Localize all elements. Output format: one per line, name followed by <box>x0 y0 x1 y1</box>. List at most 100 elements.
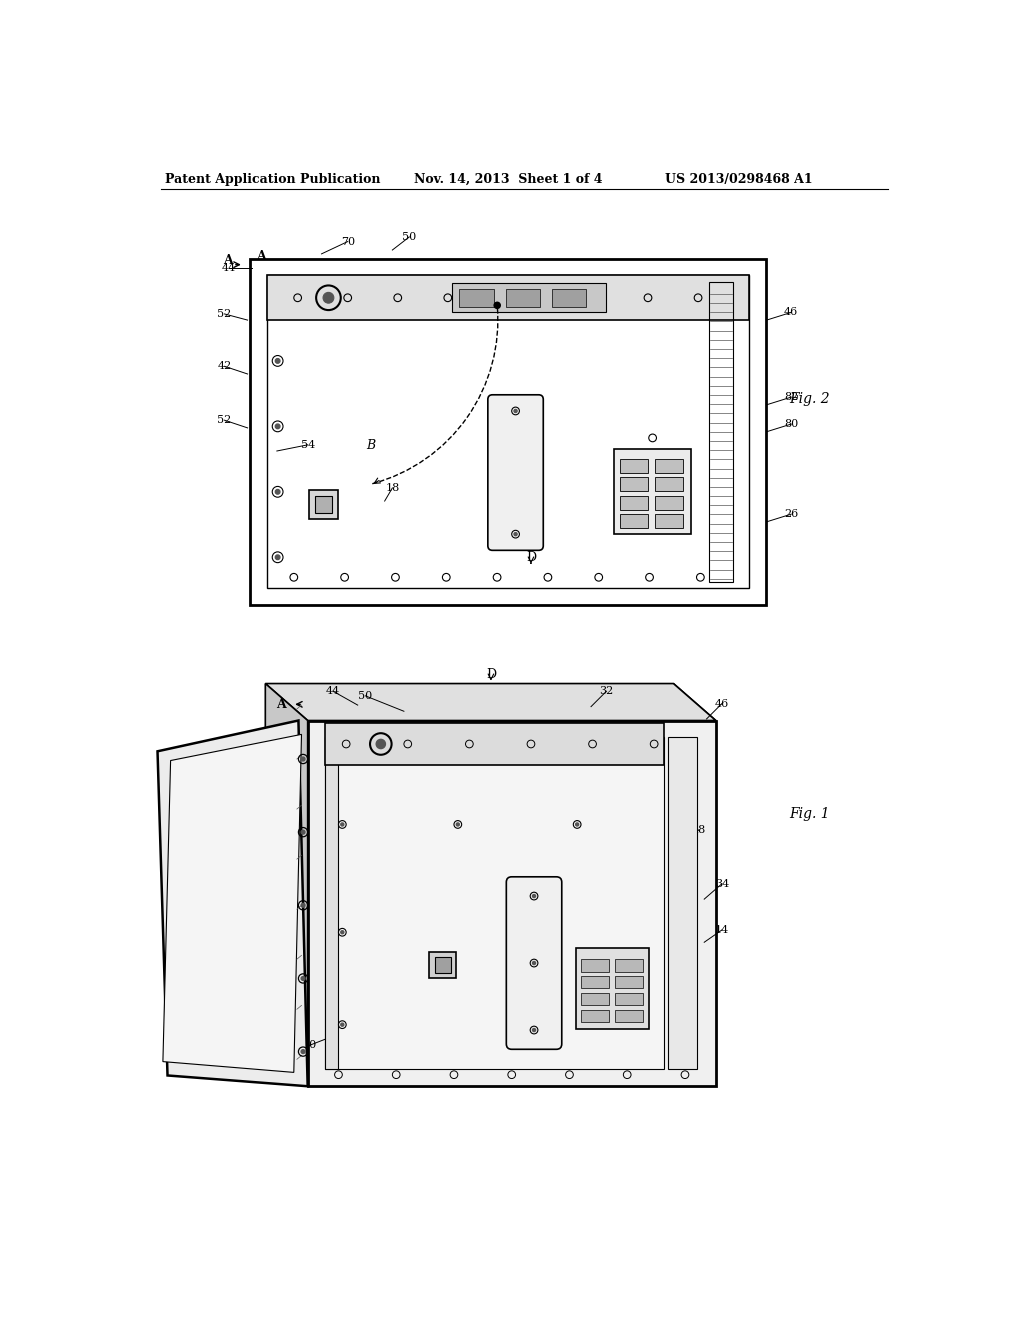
Circle shape <box>275 359 280 363</box>
Text: 52: 52 <box>217 416 231 425</box>
Circle shape <box>575 822 579 826</box>
Bar <box>614 977 643 989</box>
Bar <box>250 259 766 605</box>
Text: 18: 18 <box>385 483 399 492</box>
Text: 32: 32 <box>599 686 613 696</box>
Circle shape <box>275 554 280 560</box>
Text: 22: 22 <box>248 919 262 929</box>
Bar <box>621 478 648 491</box>
Text: Patent Application Publication: Patent Application Publication <box>165 173 381 186</box>
Circle shape <box>514 409 517 412</box>
FancyBboxPatch shape <box>506 876 562 1049</box>
Circle shape <box>275 424 280 429</box>
Circle shape <box>341 822 344 826</box>
Bar <box>614 960 643 972</box>
Bar <box>460 289 494 308</box>
Text: A: A <box>275 698 286 711</box>
Polygon shape <box>307 721 716 1086</box>
Text: 36: 36 <box>374 1051 388 1060</box>
Circle shape <box>301 1049 305 1053</box>
Bar <box>581 960 608 972</box>
Text: 46: 46 <box>715 698 729 709</box>
Text: 46: 46 <box>784 308 799 317</box>
Polygon shape <box>265 684 716 721</box>
Circle shape <box>323 293 334 304</box>
Text: 50: 50 <box>402 232 417 242</box>
Bar <box>621 495 648 510</box>
Bar <box>581 1010 608 1022</box>
Bar <box>709 281 733 582</box>
Text: 48: 48 <box>691 825 706 834</box>
Circle shape <box>532 895 536 898</box>
Bar <box>267 276 749 589</box>
Circle shape <box>341 1023 344 1026</box>
Bar <box>429 952 457 978</box>
Text: 42: 42 <box>241 985 255 995</box>
Text: 12: 12 <box>248 847 262 858</box>
Bar <box>325 723 665 766</box>
Bar <box>614 993 643 1006</box>
Bar <box>621 459 648 473</box>
Text: A: A <box>257 251 266 264</box>
Bar <box>309 490 339 519</box>
Polygon shape <box>158 721 307 1086</box>
Text: 28: 28 <box>407 1053 421 1063</box>
Text: 44: 44 <box>326 686 340 696</box>
Circle shape <box>275 490 280 494</box>
Circle shape <box>532 961 536 965</box>
Text: 18: 18 <box>492 883 506 894</box>
Bar <box>621 513 648 528</box>
Text: 34: 34 <box>715 879 729 888</box>
Circle shape <box>341 931 344 933</box>
Text: 38: 38 <box>243 942 257 953</box>
Text: 24: 24 <box>268 964 283 973</box>
Text: 80: 80 <box>784 418 799 429</box>
Polygon shape <box>163 734 301 1072</box>
Bar <box>581 977 608 989</box>
Bar <box>655 459 683 473</box>
Polygon shape <box>265 1049 716 1086</box>
Bar <box>614 449 691 535</box>
Circle shape <box>301 758 305 760</box>
Text: 26: 26 <box>784 510 799 519</box>
Text: B: B <box>367 440 376 453</box>
Bar <box>614 1010 643 1022</box>
Text: 10: 10 <box>222 824 237 833</box>
Text: Fig. 2: Fig. 2 <box>788 392 829 405</box>
Text: 52: 52 <box>217 309 231 319</box>
Text: 82: 82 <box>784 392 799 403</box>
Bar <box>506 289 541 308</box>
Bar <box>325 738 339 1069</box>
Circle shape <box>495 302 501 309</box>
Bar <box>668 738 697 1069</box>
Circle shape <box>301 830 305 834</box>
Text: 48: 48 <box>561 755 575 766</box>
Polygon shape <box>325 738 665 1069</box>
Bar <box>552 289 587 308</box>
Polygon shape <box>674 684 716 1086</box>
Circle shape <box>457 822 460 826</box>
Text: 48: 48 <box>445 760 460 770</box>
Text: 40: 40 <box>391 855 406 866</box>
Bar <box>655 478 683 491</box>
Text: 70: 70 <box>341 236 354 247</box>
Text: 54: 54 <box>300 440 314 450</box>
Bar <box>315 496 333 512</box>
Text: D: D <box>485 668 496 681</box>
Bar <box>575 948 649 1028</box>
Text: 42: 42 <box>217 362 231 371</box>
Circle shape <box>301 903 305 907</box>
Text: Nov. 14, 2013  Sheet 1 of 4: Nov. 14, 2013 Sheet 1 of 4 <box>414 173 602 186</box>
FancyBboxPatch shape <box>487 395 544 550</box>
Circle shape <box>301 977 305 981</box>
Bar <box>435 957 451 973</box>
Circle shape <box>376 739 385 748</box>
Polygon shape <box>265 684 307 1086</box>
Text: 16: 16 <box>238 882 252 892</box>
Circle shape <box>532 1028 536 1032</box>
Text: 20: 20 <box>302 1040 316 1051</box>
Bar <box>267 276 749 321</box>
Circle shape <box>514 533 517 536</box>
Text: US 2013/0298468 A1: US 2013/0298468 A1 <box>665 173 813 186</box>
Text: 44: 44 <box>222 263 237 273</box>
